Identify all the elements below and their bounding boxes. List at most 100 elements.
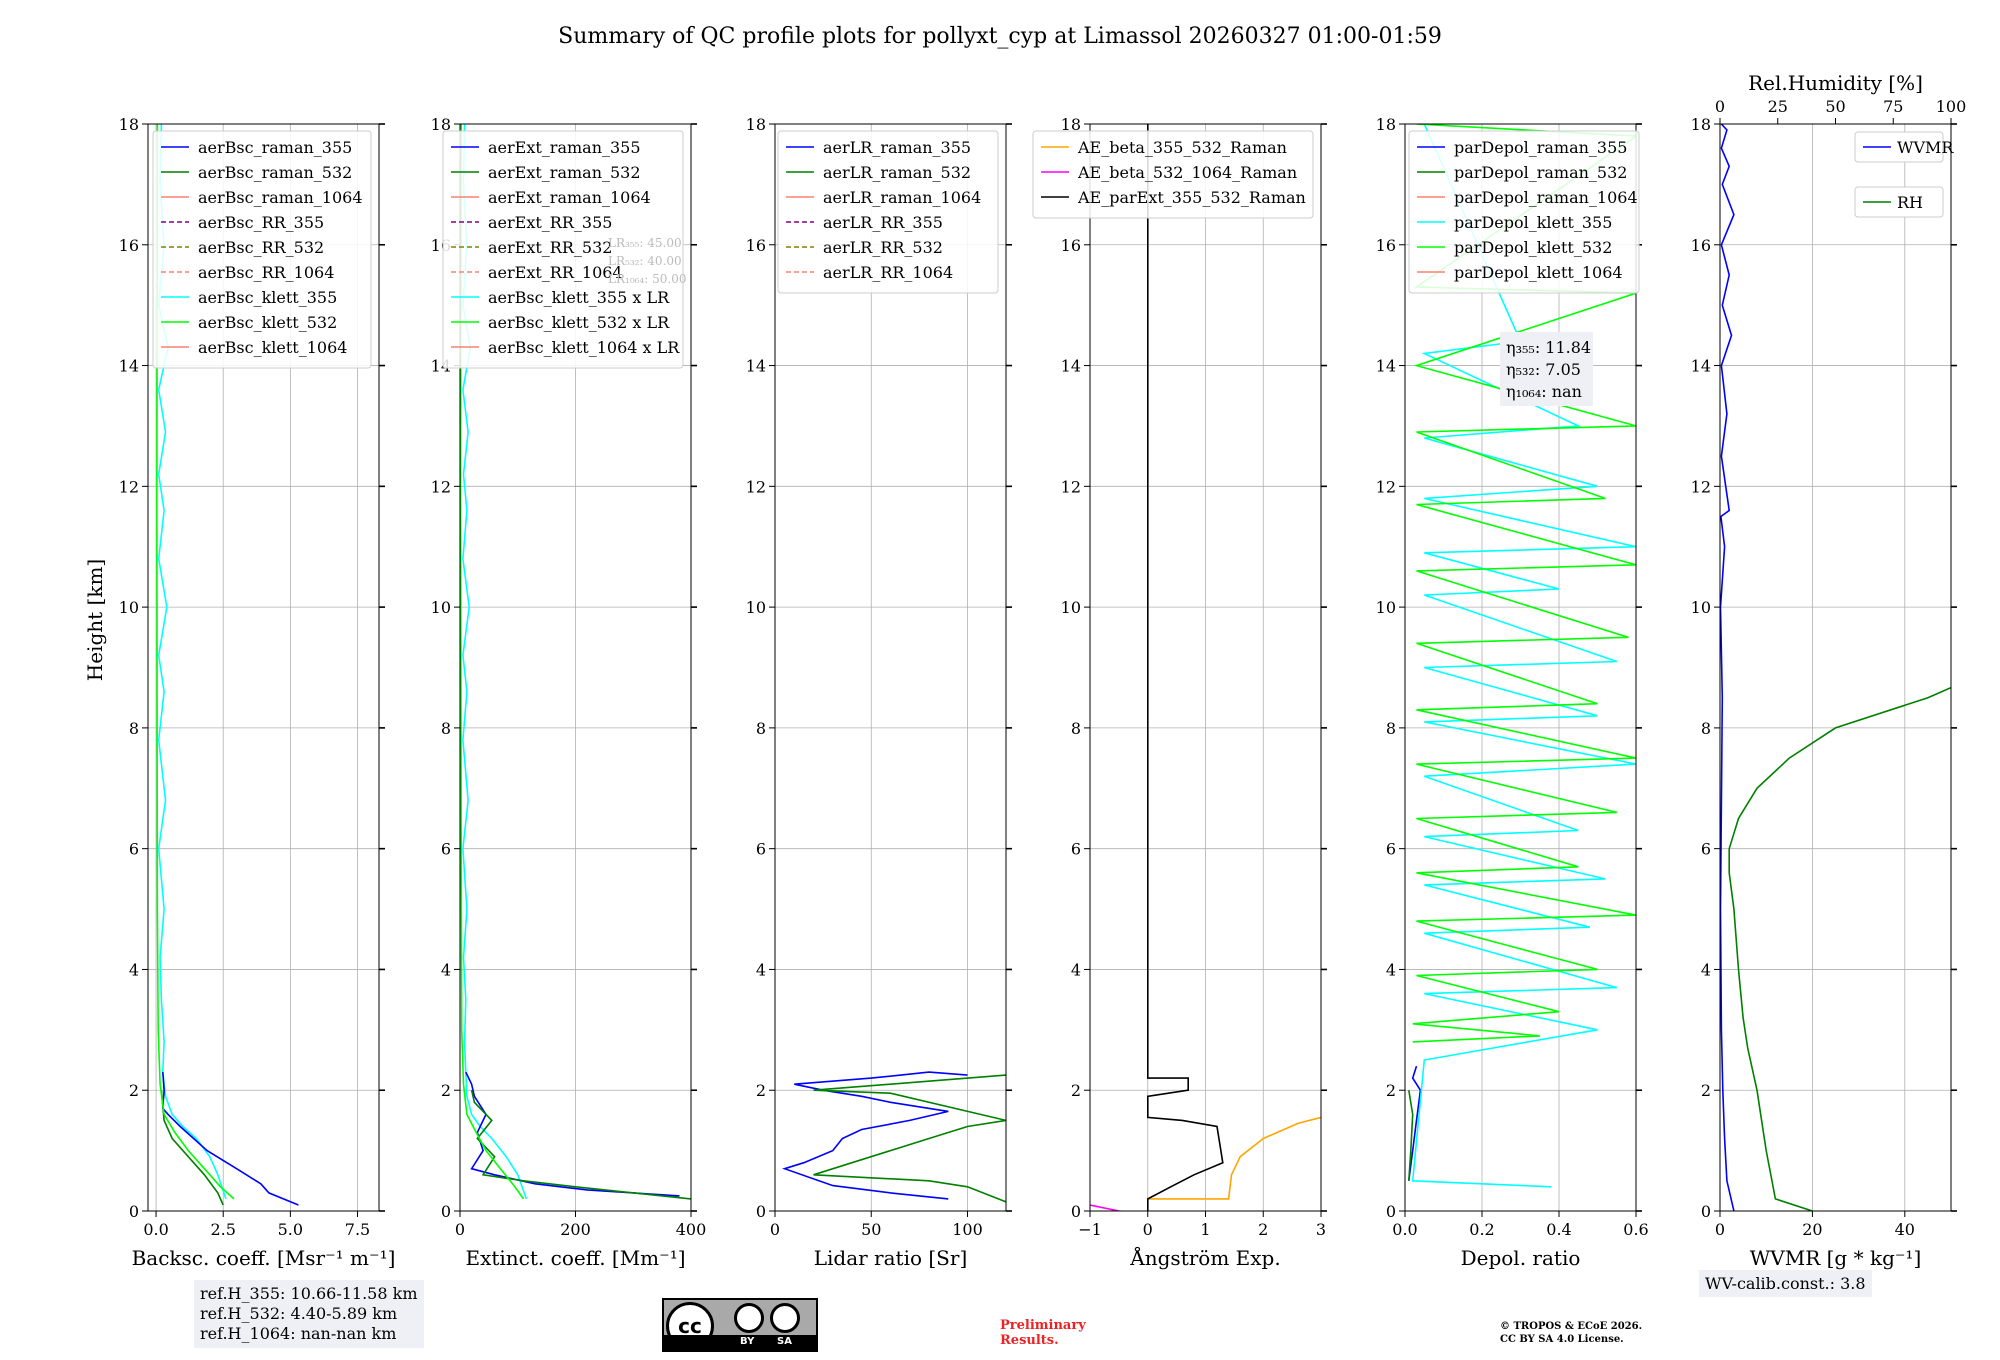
y-tick-label: 4 <box>756 960 766 979</box>
legend-entry: aerLR_raman_355 <box>823 138 971 157</box>
legend-entry: WVMR <box>1897 138 1954 157</box>
y-tick-label: 0 <box>129 1202 139 1221</box>
y-tick-label: 6 <box>129 840 139 859</box>
preliminary-note: Preliminary Results. <box>1000 1318 1086 1348</box>
x-tick-label: 1 <box>1200 1220 1210 1239</box>
x-tick-label: 0 <box>1143 1220 1153 1239</box>
plot-frame <box>1719 123 1952 1212</box>
x-tick-label: 5.0 <box>278 1220 303 1239</box>
eta-annotation: η₅₃₂: 7.05 <box>1506 360 1581 379</box>
legend-entry: aerLR_RR_532 <box>823 238 943 257</box>
legend-entry: aerExt_raman_355 <box>488 138 641 157</box>
reference-height-box: ref.H_355: 10.66-11.58 km ref.H_532: 4.4… <box>194 1280 424 1348</box>
legend-entry: aerExt_raman_1064 <box>488 188 651 207</box>
x-axis-label: Ångström Exp. <box>1129 1245 1280 1270</box>
lidar-ratio-annotation: LR₁₀₆₄: 50.00 <box>608 272 686 286</box>
x-tick-label: 200 <box>560 1220 591 1239</box>
plot-frame <box>1089 123 1322 1212</box>
legend-entry: aerBsc_raman_1064 <box>198 188 363 207</box>
y-tick-label: 8 <box>129 719 139 738</box>
y-tick-label: 0 <box>756 1202 766 1221</box>
series-aerLR_raman_355 <box>782 1071 968 1200</box>
y-tick-label: 18 <box>431 115 451 134</box>
y-tick-label: 12 <box>1691 477 1711 496</box>
preliminary-line2: Results. <box>1000 1333 1059 1348</box>
y-tick-label: 8 <box>1701 719 1711 738</box>
legend-box <box>1854 186 1944 218</box>
lidar-ratio-annotation: LR₅₃₂: 40.00 <box>608 254 682 268</box>
series-parDepol_klett_355 <box>1411 124 1636 1188</box>
y-tick-label: 10 <box>1376 598 1396 617</box>
ref-height-1064: ref.H_1064: nan-nan km <box>200 1324 397 1343</box>
series-group <box>460 124 691 1200</box>
x-tick-label: 2.5 <box>210 1220 235 1239</box>
y-tick-label: 10 <box>1691 598 1711 617</box>
legend-entry: aerLR_RR_1064 <box>823 263 953 282</box>
legend-entry: aerLR_raman_1064 <box>823 188 981 207</box>
top-x-tick-label: 0 <box>1715 97 1725 116</box>
y-tick-label: 6 <box>1386 840 1396 859</box>
legend-entry: parDepol_raman_532 <box>1454 163 1627 182</box>
y-tick-label: 8 <box>1071 719 1081 738</box>
legend-entry: aerBsc_klett_532 <box>198 313 337 332</box>
series-aerBsc_raman_355 <box>161 1072 299 1206</box>
series-parDepol_raman_532 <box>1408 1090 1414 1181</box>
series-aerExt_raman_355 <box>465 1071 680 1197</box>
ref-height-355: ref.H_355: 10.66-11.58 km <box>200 1284 418 1303</box>
x-tick-label: 0.0 <box>143 1220 168 1239</box>
x-tick-label: 0 <box>1715 1220 1725 1239</box>
cc-by-label: BY <box>740 1336 755 1347</box>
legend-box <box>1854 131 1944 163</box>
y-tick-label: 2 <box>129 1081 139 1100</box>
legend-entry: parDepol_klett_1064 <box>1454 263 1623 282</box>
y-tick-label: 8 <box>756 719 766 738</box>
series-aerBsc_klett_355 <box>157 124 227 1200</box>
legend-entry: aerLR_raman_532 <box>823 163 971 182</box>
y-tick-label: 2 <box>441 1081 451 1100</box>
cc-license-badge[interactable]: cc BY SA <box>662 1298 818 1352</box>
lidar-ratio-annotation: LR₃₅₅: 45.00 <box>608 236 682 250</box>
y-tick-label: 16 <box>1061 236 1081 255</box>
y-tick-label: 16 <box>119 236 139 255</box>
series-RH <box>1728 686 1951 1211</box>
x-tick-label: 0.6 <box>1623 1220 1648 1239</box>
x-tick-label: 2 <box>1258 1220 1268 1239</box>
x-axis-label: Depol. ratio <box>1461 1246 1581 1270</box>
y-tick-label: 18 <box>746 115 766 134</box>
y-axis-label: Height [km] <box>83 559 107 681</box>
legend-entry: aerBsc_klett_355 x LR <box>488 288 670 307</box>
y-tick-label: 4 <box>1701 960 1711 979</box>
attribution-icon <box>734 1303 764 1333</box>
series-AE_beta_532_1064_Raman <box>1090 1204 1127 1211</box>
preliminary-line1: Preliminary <box>1000 1318 1086 1333</box>
y-tick-label: 6 <box>1701 840 1711 859</box>
eta-annotation: η₃₅₅: 11.84 <box>1506 338 1591 357</box>
series-aerLR_raman_532 <box>813 1074 1006 1203</box>
panel-bsc: 0 2 4 6 8 10 12 14 16 18 0.0 2.5 5.0 7.5 Backsc. coeff… <box>119 115 396 1270</box>
top-x-tick-label: 25 <box>1768 97 1788 116</box>
series-AE_beta_355_532_Raman <box>1147 1116 1321 1200</box>
legend-entry: aerExt_raman_532 <box>488 163 641 182</box>
copyright-line1: © TROPOS & ECoE 2026. <box>1500 1321 1643 1332</box>
series-WVMR <box>1720 124 1735 1211</box>
series-aerBsc_klett_532 x LR <box>460 124 525 1200</box>
y-tick-label: 2 <box>1701 1081 1711 1100</box>
y-tick-label: 2 <box>1071 1081 1081 1100</box>
x-axis-label: Lidar ratio [Sr] <box>814 1246 968 1270</box>
x-tick-label: 20 <box>1802 1220 1822 1239</box>
x-tick-label: 100 <box>952 1220 983 1239</box>
legend-entry: AE_parExt_355_532_Raman <box>1077 188 1306 207</box>
plot-frame <box>147 123 380 1212</box>
x-tick-label: 3 <box>1316 1220 1326 1239</box>
wv-calibration-box: WV-calib.const.: 3.8 <box>1699 1270 1872 1297</box>
x-tick-label: 7.5 <box>345 1220 370 1239</box>
y-tick-label: 8 <box>441 719 451 738</box>
x-axis-label: WVMR [g * kg⁻¹] <box>1750 1246 1922 1270</box>
y-tick-label: 14 <box>1691 357 1711 376</box>
x-tick-label: 0.0 <box>1392 1220 1417 1239</box>
plot-frame <box>774 123 1007 1212</box>
series-group <box>1720 124 1951 1211</box>
